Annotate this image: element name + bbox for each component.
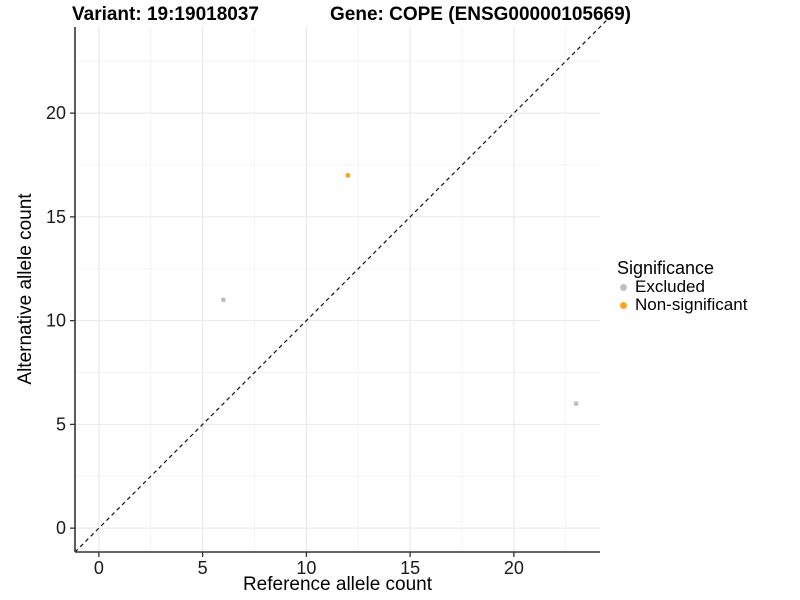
- svg-text:10: 10: [296, 558, 316, 578]
- major-gridlines: [75, 27, 600, 552]
- axis-ticks: [70, 112, 515, 557]
- svg-text:20: 20: [504, 558, 524, 578]
- svg-text:20: 20: [46, 103, 66, 123]
- axis-lines: [74, 27, 600, 553]
- identity-dashed-line: [74, 19, 608, 553]
- legend: Significance Excluded Non-significant: [617, 259, 747, 314]
- minor-gridlines: [75, 27, 600, 552]
- svg-text:15: 15: [46, 207, 66, 227]
- variant-title: Variant: 19:19018037: [72, 4, 259, 25]
- gene-title: Gene: COPE (ENSG00000105669): [330, 4, 631, 25]
- legend-item-label: Excluded: [635, 277, 705, 296]
- svg-text:5: 5: [56, 414, 66, 434]
- legend-title: Significance: [617, 258, 715, 278]
- svg-text:10: 10: [46, 311, 66, 331]
- y-axis-title: Alternative allele count: [15, 193, 36, 385]
- svg-text:5: 5: [198, 558, 208, 578]
- svg-text:0: 0: [56, 518, 66, 538]
- legend-item-label: Non-significant: [635, 295, 748, 314]
- legend-item-excluded: Excluded: [617, 278, 747, 296]
- legend-item-non-significant: Non-significant: [617, 296, 747, 314]
- non-significant-point-icon: [620, 301, 627, 309]
- tick-labels: 0 5 10 15 20 0 5 10 15 20: [46, 103, 524, 578]
- x-axis-title: Reference allele count: [242, 574, 433, 595]
- excluded-point-icon: [620, 283, 627, 291]
- data-points: [220, 172, 579, 407]
- svg-text:15: 15: [400, 558, 420, 578]
- svg-text:0: 0: [94, 558, 104, 578]
